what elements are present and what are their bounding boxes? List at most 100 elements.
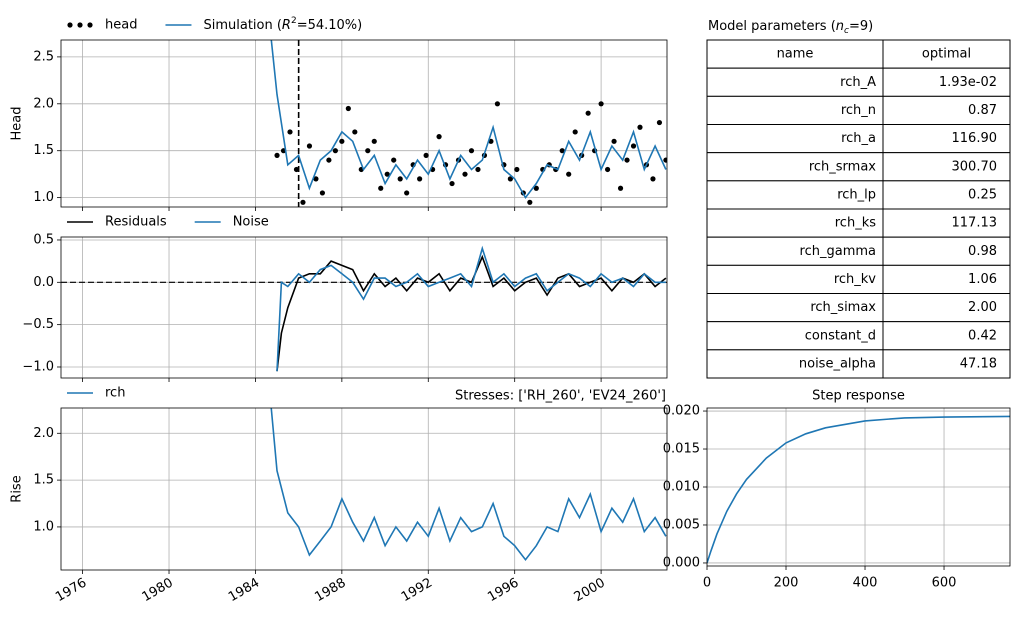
table-cell xyxy=(882,349,1011,379)
x-tick-label: 400 xyxy=(853,576,878,591)
observation xyxy=(585,110,591,116)
observation xyxy=(404,190,410,196)
observation xyxy=(274,152,280,158)
parameter-value: 47.18 xyxy=(960,356,997,371)
y-tick-label: 0.020 xyxy=(663,404,700,419)
table-title-part: n xyxy=(836,19,844,34)
parameter-name: constant_d xyxy=(805,328,876,343)
parameter-name: rch_srmax xyxy=(809,159,876,174)
observation xyxy=(391,157,397,163)
legend-label-part: R xyxy=(282,18,291,33)
parameter-value: 0.98 xyxy=(968,244,997,259)
legend-label: Simulation (R2=54.10%) xyxy=(203,16,362,33)
axes-frame xyxy=(706,407,1011,567)
plot-area xyxy=(61,40,667,207)
observation xyxy=(345,105,351,112)
observation xyxy=(371,138,377,144)
observation xyxy=(468,148,475,154)
parameter-name: rch_simax xyxy=(810,300,876,315)
legend-marker xyxy=(87,22,93,28)
observation xyxy=(326,157,332,163)
observation xyxy=(656,119,663,126)
table-cell xyxy=(706,293,884,323)
y-tick-label: 1.5 xyxy=(33,143,54,158)
legend-label: rch xyxy=(105,386,125,401)
legend-label-part: Simulation ( xyxy=(203,18,281,33)
y-tick-label: 0.000 xyxy=(663,555,700,570)
legend-label: Noise xyxy=(233,215,269,230)
column-header: name xyxy=(777,47,814,62)
legend-marker xyxy=(67,22,73,28)
table-cell xyxy=(882,293,1011,323)
y-tick-label: −1.0 xyxy=(22,359,54,374)
observation xyxy=(319,190,326,196)
y-tick-label: 2.0 xyxy=(33,426,54,441)
legend-label: head xyxy=(105,18,137,33)
parameter-name: rch_a xyxy=(841,131,876,146)
parameter-value: 0.42 xyxy=(968,328,997,343)
observation xyxy=(663,157,667,163)
observation xyxy=(527,199,533,205)
observation xyxy=(566,171,572,177)
y-tick-label: −0.5 xyxy=(22,317,54,332)
observation xyxy=(378,185,384,191)
parameter-value: 0.25 xyxy=(968,187,997,202)
y-tick-label: 0.005 xyxy=(663,517,700,532)
parameter-value: 117.13 xyxy=(952,216,998,231)
x-tick-label: 600 xyxy=(932,576,957,591)
observation xyxy=(417,176,423,182)
parameter-name: rch_A xyxy=(840,75,876,90)
table-cell xyxy=(706,264,884,295)
table-cell xyxy=(882,236,1011,266)
parameter-name: rch_n xyxy=(841,103,876,118)
observation xyxy=(604,166,611,173)
observation xyxy=(475,166,481,173)
observation xyxy=(365,148,371,154)
table-cell xyxy=(882,39,1011,69)
y-tick-label: 1.0 xyxy=(33,190,54,205)
observation xyxy=(617,185,624,191)
observation xyxy=(397,176,403,182)
y-tick-label: 1.5 xyxy=(33,473,54,488)
panel-title: Step response xyxy=(812,389,905,404)
parameter-name: rch_lp xyxy=(837,187,876,202)
observation xyxy=(462,171,468,177)
table-cell xyxy=(706,95,884,126)
y-tick-label: 2.5 xyxy=(33,49,54,64)
y-axis-label: Rise xyxy=(10,475,25,502)
legend-label: Residuals xyxy=(105,215,167,230)
x-tick-label: 0 xyxy=(703,576,711,591)
observation xyxy=(650,176,656,182)
series-line xyxy=(270,40,667,200)
table-title: Model parameters (nc=9) xyxy=(708,19,873,36)
y-tick-label: 0.015 xyxy=(663,442,700,457)
table-cell xyxy=(882,321,1011,351)
series-line xyxy=(276,254,667,372)
observation xyxy=(624,157,630,163)
parameter-name: rch_gamma xyxy=(800,244,876,259)
x-tick-label: 200 xyxy=(774,576,799,591)
axes-frame xyxy=(60,407,668,571)
y-tick-label: 2.0 xyxy=(33,96,54,111)
plot-area xyxy=(61,237,667,378)
stresses-label: Stresses: ['RH_260', 'EV24_260'] xyxy=(455,389,666,404)
x-tick-label: 1984 xyxy=(226,576,262,606)
observation xyxy=(436,134,442,140)
legend-label-part: =54.10%) xyxy=(297,18,363,33)
y-tick-label: 0.010 xyxy=(663,480,700,495)
table-cell xyxy=(882,124,1011,154)
observation xyxy=(339,138,345,144)
observation xyxy=(423,152,429,158)
parameter-name: noise_alpha xyxy=(799,356,876,371)
parameter-name: rch_ks xyxy=(835,216,876,231)
plot-area xyxy=(61,408,667,570)
x-tick-label: 1988 xyxy=(312,576,348,606)
y-axis-label: Head xyxy=(10,107,25,141)
x-tick-label: 1976 xyxy=(53,576,89,606)
observation xyxy=(533,185,539,191)
parameter-value: 1.06 xyxy=(968,272,997,287)
y-tick-label: 1.0 xyxy=(33,519,54,534)
observation xyxy=(598,101,604,107)
legend-marker xyxy=(77,22,83,28)
